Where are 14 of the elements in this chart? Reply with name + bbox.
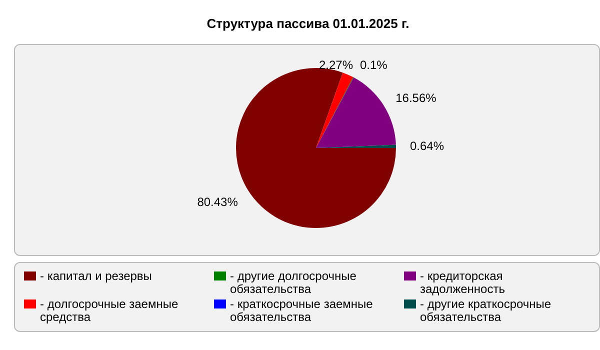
legend-label: - долгосрочные заемные средства [40,297,180,324]
pie-slice [236,68,396,228]
data-label: 2.27% [318,58,354,72]
legend-label: - другие долгосрочные обязательства [230,269,358,296]
legend-label: - другие краткосрочные обязательства [420,297,552,324]
data-label: 16.56% [396,91,437,106]
chart-title: Структура пассива 01.01.2025 г. [206,16,410,31]
data-label: 80.43% [197,195,238,210]
legend-label: - капитал и резервы [40,269,153,283]
data-label: 0.1% [360,58,388,72]
pie-slice [316,77,396,148]
legend-label: - краткосрочные заемные обязательства [230,297,374,324]
legend-label: - кредиторская задолженность [420,269,506,296]
data-label: 0.64% [410,139,444,154]
